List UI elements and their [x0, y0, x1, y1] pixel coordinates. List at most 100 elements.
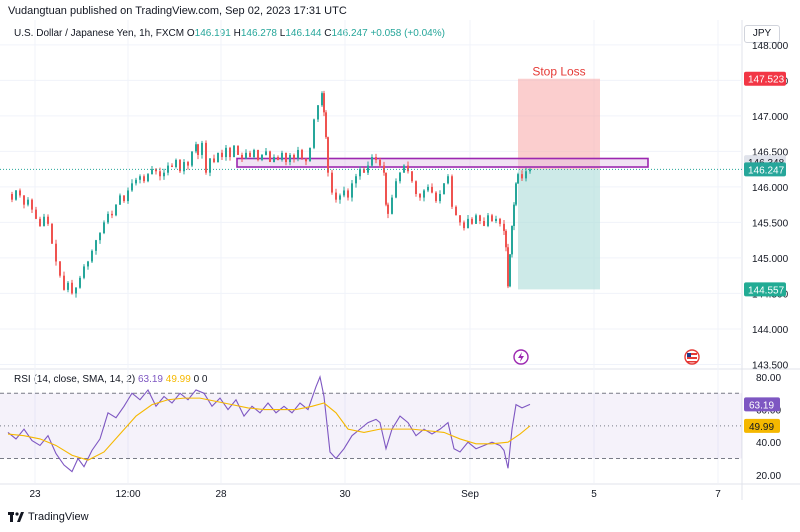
candle-body — [447, 176, 449, 184]
candle-body — [503, 223, 505, 231]
candle-body — [205, 142, 207, 173]
take-profit-box — [518, 169, 600, 290]
x-tick-label: 12:00 — [115, 489, 140, 500]
candle-body — [151, 169, 153, 175]
lightning-icon-glyph — [518, 352, 524, 362]
us-flag-stripe — [687, 357, 697, 359]
supply-zone-rect — [236, 157, 649, 168]
candle-body — [277, 157, 279, 160]
us-flag-stripe — [687, 353, 697, 355]
candle-body — [439, 194, 441, 202]
close-value: 146.247 — [331, 28, 368, 39]
y-tick-label: 146.500 — [752, 147, 789, 158]
candle-body — [83, 266, 85, 278]
candle-body — [491, 215, 493, 221]
candle-body — [71, 282, 73, 294]
candle-body — [217, 152, 219, 163]
us-flag-stripe — [687, 361, 697, 363]
candle-body — [351, 183, 353, 198]
candle-body — [327, 137, 329, 173]
candle-body — [135, 179, 137, 184]
candle-body — [183, 162, 185, 172]
rsi-legend: RSI (14, close, SMA, 14, 2) 63.19 49.99 … — [14, 374, 207, 385]
rsi-legend-zero-1: 0 — [193, 374, 200, 385]
candle-body — [407, 165, 409, 172]
candle-body — [521, 174, 523, 179]
candle-body — [59, 261, 61, 276]
candle-body — [325, 112, 327, 138]
rsi-y-tick-label: 40.00 — [756, 438, 781, 449]
candle-body — [179, 159, 181, 172]
candle-body — [309, 147, 311, 162]
candle-body — [127, 190, 129, 202]
rsi-sma-line — [7, 397, 531, 461]
candle-body — [261, 154, 263, 160]
us-flag-icon — [684, 349, 700, 365]
candle-body — [395, 181, 397, 198]
candle-body — [269, 151, 271, 163]
us-flag-canton — [687, 353, 691, 357]
candle-body — [293, 154, 295, 159]
candle-body — [265, 151, 267, 155]
candle-body — [143, 176, 145, 182]
candle-body — [487, 215, 489, 226]
publisher-line: Vudangtuan published on TradingView.com,… — [8, 5, 347, 17]
candle-body — [187, 162, 189, 166]
price-tag-last — [744, 162, 786, 177]
rsi-band-fill — [0, 393, 742, 459]
footer-brand: TradingView — [28, 511, 89, 523]
rsi-y-tick-label: 80.00 — [756, 373, 781, 384]
candle-body — [475, 215, 477, 224]
candle-body — [131, 183, 133, 191]
candle-body — [95, 240, 97, 251]
candle-body — [39, 218, 41, 226]
candle-body — [427, 186, 429, 191]
x-tick-label: 7 — [715, 489, 721, 500]
candle-body — [483, 220, 485, 226]
candle-body — [385, 172, 387, 205]
candle-body — [197, 144, 199, 155]
candle-body — [119, 195, 121, 205]
candle-body — [331, 172, 333, 193]
candle-body — [355, 176, 357, 184]
candle-body — [43, 216, 45, 226]
stop-loss-label: Stop Loss — [532, 65, 585, 79]
rsi-y-tick-label: 20.00 — [756, 471, 781, 482]
candle-body — [225, 147, 227, 158]
candle-body — [237, 145, 239, 155]
rsi-label: RSI (14, close, SMA, 14, 2) — [14, 374, 136, 385]
candle-body — [123, 195, 125, 202]
candle-body — [233, 145, 235, 158]
low-key: L — [279, 28, 286, 39]
candle-body — [75, 287, 77, 294]
candle-body — [245, 152, 247, 159]
candle-body — [47, 216, 49, 224]
candle-body — [103, 222, 105, 234]
candle-body — [517, 174, 519, 184]
x-tick-label: 5 — [591, 489, 597, 500]
x-tick-label: 23 — [29, 489, 41, 500]
candle-body — [87, 261, 89, 267]
candle-body — [51, 223, 53, 244]
candle-body — [391, 197, 393, 214]
candle-body — [471, 218, 473, 224]
y-tick-label: 143.500 — [752, 360, 789, 371]
candle-body — [139, 176, 141, 180]
candle-body — [221, 152, 223, 158]
price-tag-target — [744, 282, 786, 297]
candle-body — [443, 183, 445, 194]
candle-body — [505, 230, 507, 248]
candle-body — [511, 225, 513, 255]
y-tick-label: 148.000 — [752, 41, 789, 52]
stop-loss-box — [518, 78, 600, 170]
high-key: H — [233, 28, 241, 39]
candle-body — [359, 169, 361, 177]
candle-body — [19, 190, 21, 196]
candle-body — [371, 157, 373, 166]
currency-button[interactable]: JPY — [744, 25, 780, 43]
candle-body — [317, 105, 319, 120]
rsi-value-tag — [744, 397, 780, 412]
high-value: 146.278 — [240, 28, 277, 39]
rsi-legend-value: 63.19 — [137, 374, 163, 385]
